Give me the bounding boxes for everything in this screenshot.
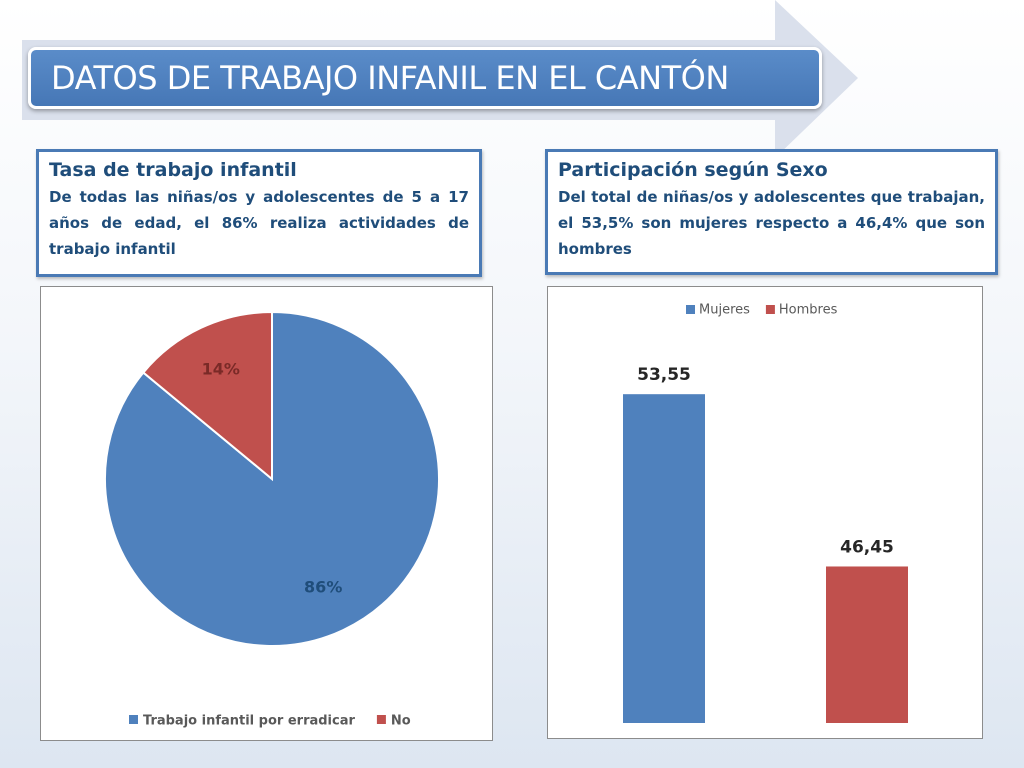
gender-participation-heading: Participación según Sexo: [558, 159, 828, 181]
pie-legend-label-trabajo-infantil-por-erradicar: Trabajo infantil por erradicar: [143, 714, 355, 729]
page-title: DATOS DE TRABAJO INFANIL EN EL CANTÓN: [51, 59, 729, 97]
pie-chart-frame: 86% 14% Trabajo infantil por erradicar No: [40, 286, 493, 741]
pie-data-label-no: 14%: [202, 360, 240, 379]
title-banner: DATOS DE TRABAJO INFANIL EN EL CANTÓN: [28, 47, 822, 109]
gender-participation-box: Participación según Sexo Del total de ni…: [545, 149, 998, 275]
bar-hombres: [826, 566, 908, 723]
bar-legend-swatch-hombres: [765, 305, 775, 314]
bar-legend-swatch-mujeres: [686, 305, 695, 314]
pie-legend-swatch-no: [376, 715, 386, 724]
child-labor-rate-heading: Tasa de trabajo infantil: [49, 159, 297, 181]
bar-mujeres: [623, 394, 705, 723]
pie-legend-swatch-trabajo-infantil-por-erradicar: [129, 715, 138, 724]
bar-chart-frame: 53,55 46,45 Mujeres Hombres: [547, 286, 983, 739]
child-labor-rate-text: De todas las niñas/os y adolescentes de …: [49, 188, 469, 258]
bar-data-label-hombres: 46,45: [840, 537, 894, 557]
bar-legend-label-hombres: Hombres: [779, 303, 838, 318]
pie-legend-label-no: No: [391, 714, 411, 729]
pie-data-label-trabajo-infantil-por-erradicar: 86%: [304, 577, 342, 596]
bar-data-label-mujeres: 53,55: [637, 365, 691, 385]
bar-legend-label-mujeres: Mujeres: [699, 303, 750, 318]
pie-chart: 86% 14% Trabajo infantil por erradicar No: [104, 310, 440, 729]
gender-participation-text: Del total de niñas/os y adolescentes que…: [558, 188, 985, 258]
child-labor-rate-box: Tasa de trabajo infantil De todas las ni…: [36, 149, 482, 277]
pie-slice-no: [141, 310, 273, 482]
bar-chart: 53,55 46,45 Mujeres Hombres: [623, 303, 908, 723]
